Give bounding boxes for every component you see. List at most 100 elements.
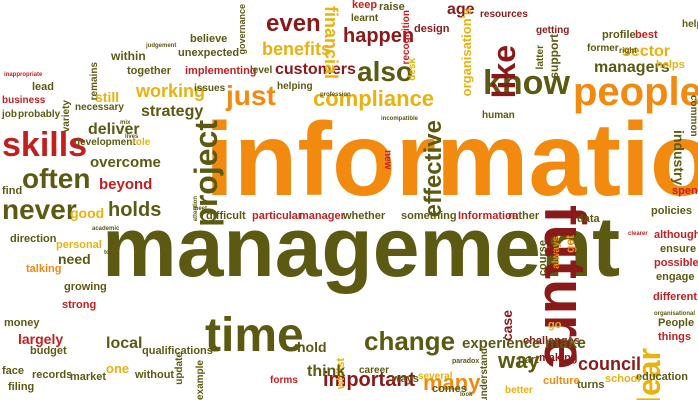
word: financial [321, 6, 341, 80]
word: direction [10, 233, 57, 245]
word: get [563, 235, 577, 253]
word: course [537, 240, 549, 277]
word: update [174, 352, 185, 385]
word: engage [656, 271, 695, 283]
word: still [95, 89, 120, 105]
word: policies [651, 205, 692, 217]
word: look [460, 392, 473, 398]
word: good [70, 205, 105, 221]
word: deliver [88, 121, 140, 138]
word: think [307, 363, 346, 380]
word: career [359, 365, 390, 376]
word: possible [654, 257, 698, 269]
word: like [486, 45, 522, 99]
word: organisation's [459, 8, 474, 97]
word: education [636, 371, 688, 383]
word: need [58, 251, 91, 267]
word: issues [194, 83, 226, 94]
word: believe [190, 33, 228, 45]
word: time [205, 309, 304, 362]
word: strong [62, 299, 97, 311]
word: market [70, 371, 107, 383]
word: overcome [90, 154, 161, 171]
word: money [4, 317, 40, 329]
word: local [106, 335, 143, 352]
word: profile [602, 29, 636, 41]
word: effective [420, 120, 447, 218]
word: without [135, 369, 175, 381]
word: experience [462, 335, 541, 352]
word: spend [672, 185, 698, 197]
word: culture [543, 375, 580, 387]
word: Information [458, 210, 519, 222]
word: filing [8, 381, 35, 393]
word: way [498, 348, 540, 373]
word: hold [297, 339, 327, 355]
word: inappropriate [4, 72, 43, 78]
word: lives [125, 134, 139, 140]
word: also [357, 56, 414, 87]
word: one [106, 361, 130, 376]
word: governance [237, 4, 247, 55]
word: remains [89, 62, 100, 101]
word: keep [352, 0, 378, 11]
word: former [587, 43, 619, 54]
word: forms [270, 375, 298, 386]
word: management [102, 200, 621, 294]
word: skills [2, 126, 88, 164]
word: particular [252, 210, 303, 222]
word: something [401, 210, 457, 222]
word: desk [407, 58, 418, 81]
word: go [548, 319, 562, 331]
word: council [578, 354, 642, 374]
word: data [577, 213, 600, 225]
word: latter [535, 45, 546, 70]
word: learnt [351, 13, 379, 24]
word: design [414, 23, 450, 35]
word: rather [508, 210, 540, 222]
word: ways [392, 373, 419, 385]
word: growing [64, 281, 107, 293]
word: records [32, 369, 73, 381]
word: comes [432, 383, 467, 395]
word: variety [61, 100, 72, 133]
word: information [205, 102, 698, 218]
word: support [547, 34, 561, 79]
word: resources [480, 9, 528, 20]
word: getting [536, 25, 570, 36]
word: probably [18, 109, 61, 120]
word: holds [108, 199, 162, 221]
word: sector [622, 43, 671, 60]
word: tools [104, 250, 119, 256]
word: common [688, 95, 698, 137]
word: new [382, 150, 393, 170]
word: find [2, 185, 23, 197]
word: never [2, 194, 77, 225]
word: customers [275, 61, 356, 78]
word: difficult [206, 210, 246, 222]
word: largely [18, 331, 64, 347]
word: example [195, 360, 206, 400]
word: several [418, 371, 453, 382]
word: beyond [99, 176, 153, 193]
word: helps [656, 59, 685, 71]
word: making [539, 352, 578, 364]
word: business [2, 95, 46, 106]
word: make [545, 335, 586, 352]
word: level [250, 65, 273, 76]
word: unexpected [178, 47, 240, 59]
word: profession [320, 92, 351, 98]
word: know [483, 64, 570, 102]
word: industry [671, 130, 687, 186]
word: budget [30, 345, 67, 357]
word: different [653, 291, 697, 303]
word: things [658, 331, 691, 343]
word: necessary [75, 102, 124, 113]
word: lead [32, 81, 55, 93]
word: help [682, 19, 698, 30]
word: meet [193, 206, 208, 212]
word: development [74, 137, 136, 148]
word: talking [26, 263, 62, 275]
word: people [573, 70, 698, 114]
